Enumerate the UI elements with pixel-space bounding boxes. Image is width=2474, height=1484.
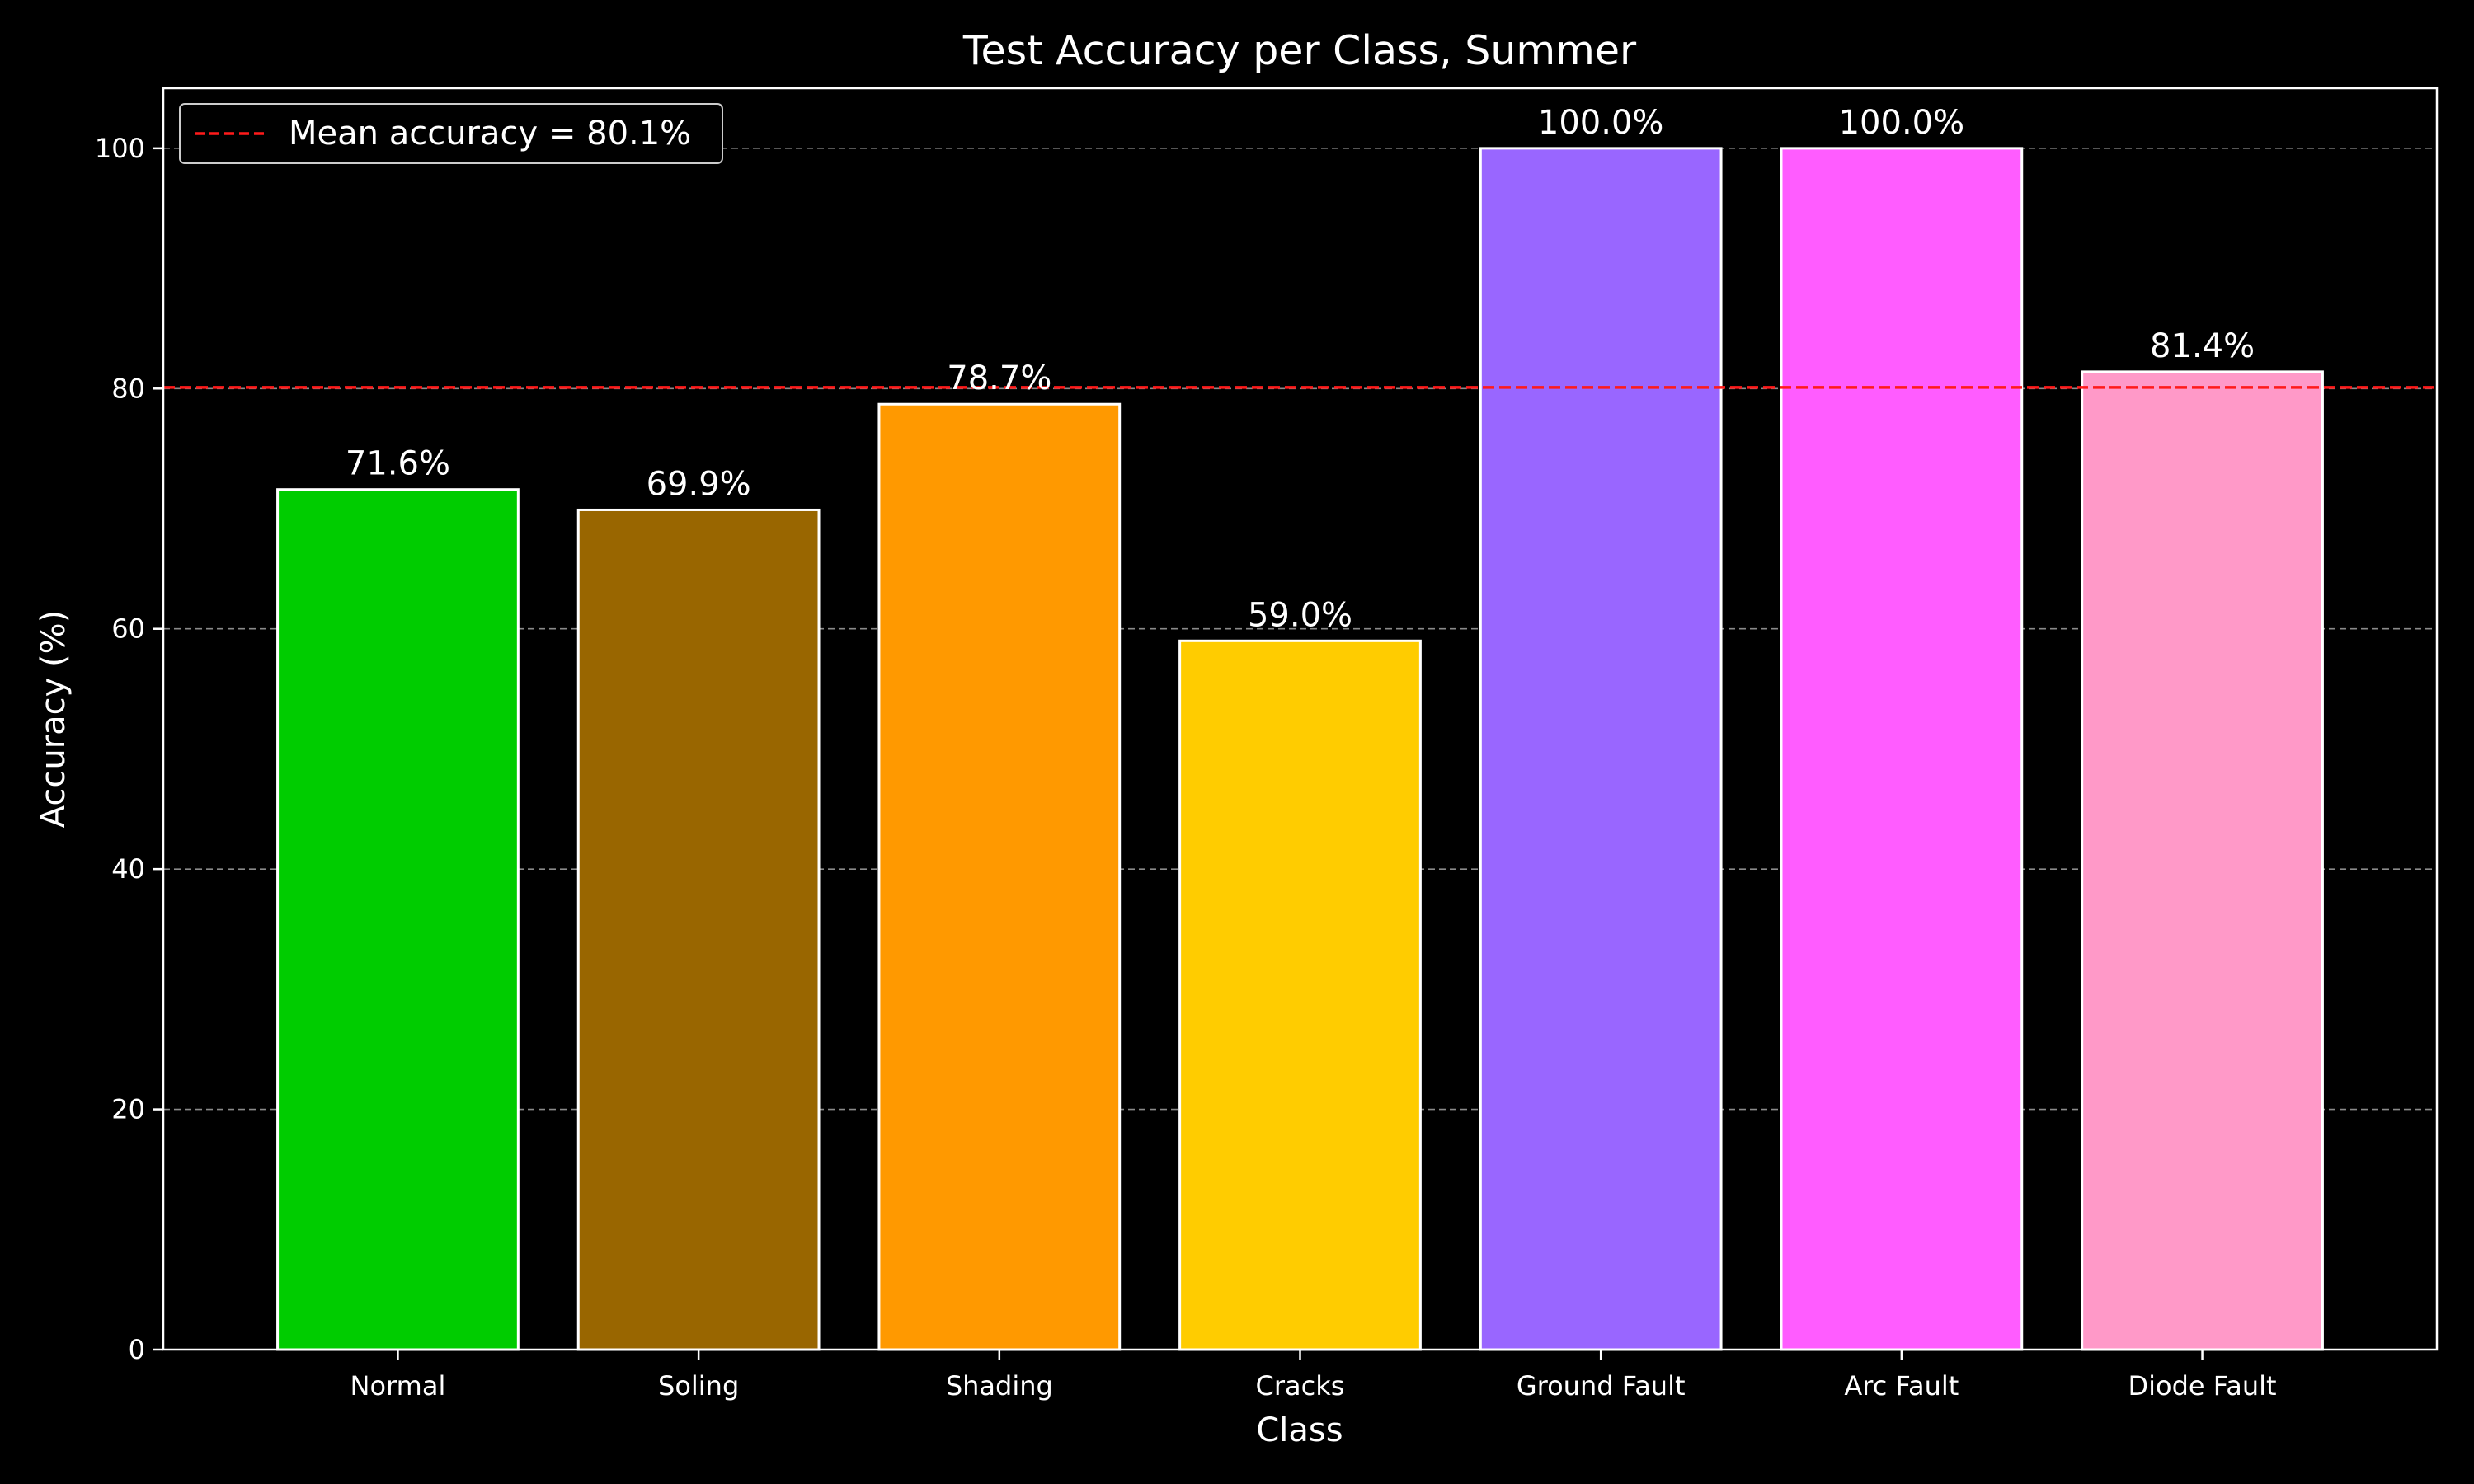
- bar: [1479, 147, 1723, 1351]
- x-tick-label: Shading: [946, 1370, 1053, 1402]
- bar: [276, 488, 520, 1351]
- x-tick-label: Arc Fault: [1844, 1370, 1959, 1402]
- x-tick-label: Cracks: [1256, 1370, 1345, 1402]
- bar-value-label: 100.0%: [1839, 104, 1965, 142]
- legend: Mean accuracy = 80.1%: [179, 103, 723, 164]
- bar: [1178, 639, 1422, 1351]
- bar-value-label: 81.4%: [2150, 327, 2255, 365]
- y-tick-label: 60: [111, 613, 145, 645]
- y-tick-label: 0: [129, 1334, 145, 1365]
- bar: [877, 402, 1122, 1351]
- bar: [576, 508, 821, 1351]
- axis-ticks: 0 20 40 60 80 100 Normal Soling Shading Cracks Gro…: [95, 133, 2277, 1402]
- chart-title: Test Accuracy per Class, Summer: [962, 27, 1637, 74]
- x-tick-label: Ground Fault: [1517, 1370, 1686, 1402]
- bar-value-label: 100.0%: [1538, 104, 1664, 142]
- x-axis-label: Class: [1256, 1411, 1343, 1449]
- x-tick-label: Diode Fault: [2128, 1370, 2277, 1402]
- bar-value-label: 78.7%: [947, 359, 1051, 397]
- bar-value-label: 59.0%: [1248, 596, 1352, 634]
- bar: [1780, 147, 2024, 1351]
- y-axis-label: Accuracy (%): [35, 610, 73, 829]
- y-tick-label: 20: [111, 1094, 145, 1125]
- x-tick-label: Soling: [658, 1370, 739, 1402]
- legend-box: [179, 103, 723, 164]
- y-tick-label: 100: [95, 133, 145, 164]
- legend-mean-label: Mean accuracy = 80.1%: [289, 115, 691, 153]
- bar-value-label: 71.6%: [346, 445, 450, 483]
- y-tick-label: 40: [111, 853, 145, 885]
- y-tick-label: 80: [111, 373, 145, 404]
- bar-value-label: 69.9%: [647, 465, 751, 503]
- bars: [276, 147, 2324, 1351]
- bar: [2081, 370, 2324, 1351]
- bar-value-labels: 71.6% 69.9% 78.7% 59.0% 100.0% 100.0% 81.4%: [346, 104, 2255, 634]
- x-tick-label: Normal: [350, 1370, 446, 1402]
